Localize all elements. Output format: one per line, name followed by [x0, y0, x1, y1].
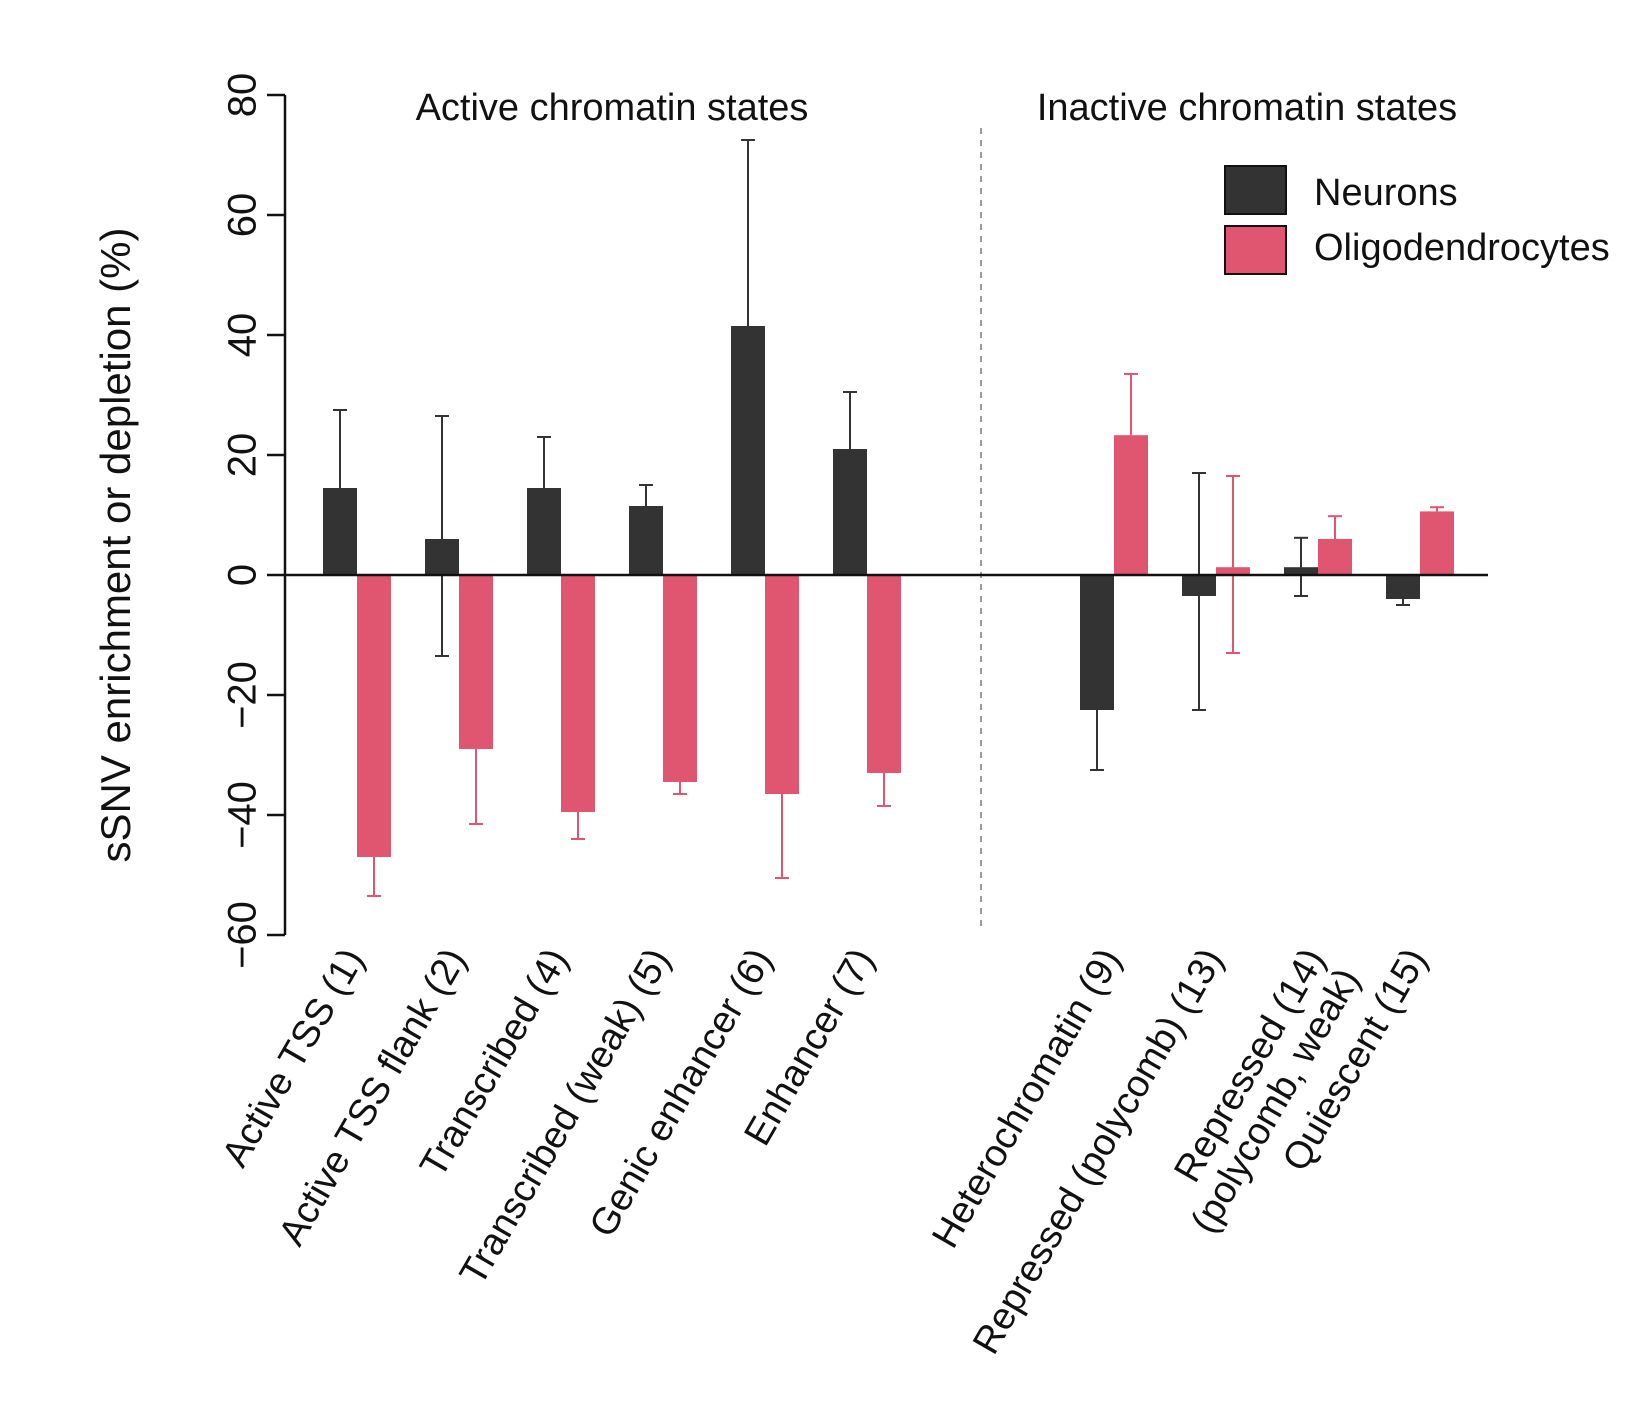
bar-neurons — [527, 488, 561, 575]
y-tick-label: 40 — [221, 313, 265, 358]
bar-oligodendrocytes — [1420, 511, 1454, 575]
x-category-label-line: Active TSS flank (2) — [271, 942, 475, 1253]
bar-oligodendrocytes — [357, 575, 391, 857]
bar-oligodendrocytes — [663, 575, 697, 782]
y-tick-label: −20 — [221, 661, 265, 729]
bar-neurons — [833, 449, 867, 575]
section-title-inactive: Inactive chromatin states — [1037, 87, 1457, 129]
bar-neurons — [1386, 575, 1420, 599]
x-category-label: Heterochromatin (9) — [924, 942, 1129, 1256]
x-category-label-line: Heterochromatin (9) — [924, 942, 1129, 1256]
bar-oligodendrocytes — [765, 575, 799, 794]
bar-neurons — [1080, 575, 1114, 710]
x-category-label: Genic enhancer (6) — [582, 942, 781, 1245]
category-labels: Active TSS (1)Active TSS flank (2)Transc… — [214, 942, 1436, 1362]
legend-swatch-oligodendrocytes — [1224, 225, 1287, 275]
bar-oligodendrocytes — [1114, 435, 1148, 575]
y-axis: −60 −40 −20 0 20 40 60 80 — [221, 73, 287, 969]
error-bars-layer — [333, 139, 1444, 897]
legend: Neurons Oligodendrocytes — [1224, 165, 1610, 275]
x-category-label-line: Genic enhancer (6) — [582, 942, 781, 1245]
y-tick-label: 80 — [221, 73, 265, 118]
y-tick-label: 0 — [221, 564, 265, 586]
y-axis-title: sSNV enrichment or depletion (%) — [92, 228, 139, 863]
bar-oligodendrocytes — [1318, 539, 1352, 575]
bar-neurons — [323, 488, 357, 575]
y-tick-label: −60 — [221, 901, 265, 969]
bar-neurons — [629, 506, 663, 575]
bar-oligodendrocytes — [561, 575, 595, 812]
bar-neurons — [731, 326, 765, 575]
bar-oligodendrocytes — [459, 575, 493, 749]
legend-label-neurons: Neurons — [1314, 172, 1458, 214]
y-tick-label: 60 — [221, 193, 265, 238]
bar-oligodendrocytes — [867, 575, 901, 773]
section-title-active: Active chromatin states — [416, 87, 809, 129]
x-category-label: Active TSS flank (2) — [271, 942, 475, 1253]
y-tick-label: −40 — [221, 781, 265, 849]
y-tick-label: 20 — [221, 433, 265, 478]
bars-layer — [323, 326, 1454, 857]
legend-label-oligodendrocytes: Oligodendrocytes — [1314, 227, 1610, 269]
legend-swatch-neurons — [1224, 165, 1287, 215]
